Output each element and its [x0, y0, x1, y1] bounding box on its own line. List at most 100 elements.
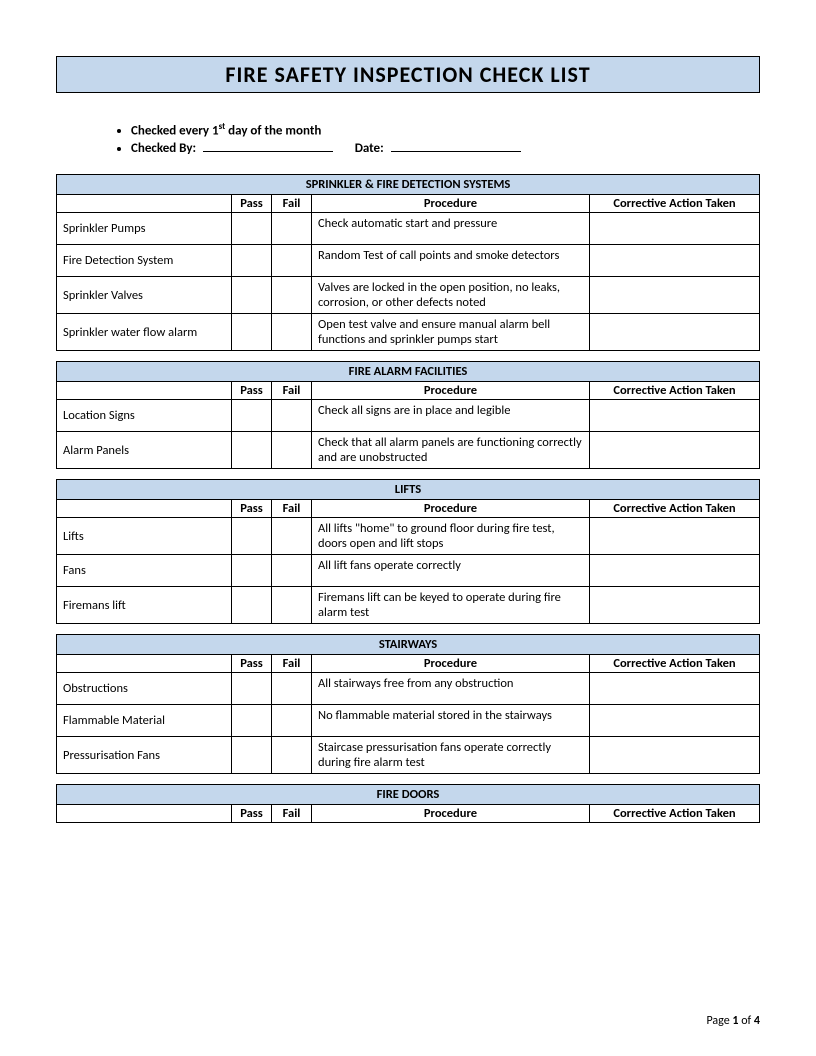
schedule-text-pre: Checked every 1	[131, 123, 219, 138]
schedule-text-post: day of the month	[225, 123, 321, 138]
col-header-action: Corrective Action Taken	[590, 655, 760, 673]
col-header-pass: Pass	[232, 500, 272, 518]
col-header-pass: Pass	[232, 655, 272, 673]
item-cell: Sprinkler water flow alarm	[57, 314, 232, 351]
fail-cell[interactable]	[272, 432, 312, 469]
action-cell[interactable]	[589, 277, 759, 314]
procedure-cell: Firemans lift can be keyed to operate du…	[312, 587, 590, 624]
fail-cell[interactable]	[272, 400, 312, 432]
table-row: Fire Detection System Random Test of call…	[57, 245, 760, 277]
col-header-procedure: Procedure	[312, 195, 590, 213]
procedure-cell: Open test valve and ensure manual alarm …	[312, 314, 590, 351]
table-row: Sprinkler water flow alarm Open test valv…	[57, 314, 760, 351]
fail-cell[interactable]	[272, 245, 312, 277]
action-cell[interactable]	[589, 587, 759, 624]
section-title: SPRINKLER & FIRE DETECTION SYSTEMS	[57, 175, 760, 195]
pass-cell[interactable]	[232, 587, 272, 624]
action-cell[interactable]	[589, 245, 759, 277]
action-cell[interactable]	[590, 737, 760, 774]
table-row: Location Signs Check all signs are in pla…	[57, 400, 760, 432]
col-header-action: Corrective Action Taken	[590, 382, 760, 400]
checked-by-field[interactable]	[203, 140, 333, 152]
col-header-action: Corrective Action Taken	[589, 500, 759, 518]
info-bullets: Checked every 1st day of the month Check…	[56, 121, 760, 156]
item-cell: Fire Detection System	[57, 245, 232, 277]
date-label: Date:	[355, 141, 384, 156]
pass-cell[interactable]	[232, 705, 272, 737]
table-row: LiftsAll lifts "home" to ground floor du…	[57, 518, 760, 555]
action-cell[interactable]	[590, 673, 760, 705]
fail-cell[interactable]	[272, 587, 312, 624]
procedure-cell: All lift fans operate correctly	[312, 555, 590, 587]
section-title: LIFTS	[57, 480, 760, 500]
pass-cell[interactable]	[232, 277, 272, 314]
action-cell[interactable]	[590, 705, 760, 737]
pass-cell[interactable]	[232, 673, 272, 705]
procedure-cell: Random Test of call points and smoke det…	[312, 245, 590, 277]
col-header-action: Corrective Action Taken	[589, 195, 759, 213]
item-cell: Obstructions	[57, 673, 232, 705]
table-row: Obstructions All stairways free from any …	[57, 673, 760, 705]
pass-cell[interactable]	[232, 518, 272, 555]
col-header-procedure: Procedure	[312, 500, 590, 518]
col-header-action: Corrective Action Taken	[589, 805, 759, 823]
col-header-item	[57, 655, 232, 673]
col-header-pass: Pass	[232, 805, 272, 823]
fail-cell[interactable]	[272, 737, 312, 774]
procedure-cell: Staircase pressurisation fans operate co…	[312, 737, 590, 774]
action-cell[interactable]	[590, 400, 760, 432]
procedure-cell: Check automatic start and pressure	[312, 213, 590, 245]
footer-pre: Page	[706, 1014, 732, 1028]
page-footer: Page 1 of 4	[706, 1014, 760, 1028]
pass-cell[interactable]	[232, 213, 272, 245]
table-row: FansAll lift fans operate correctly	[57, 555, 760, 587]
action-cell[interactable]	[590, 432, 760, 469]
fail-cell[interactable]	[272, 555, 312, 587]
fail-cell[interactable]	[272, 314, 312, 351]
action-cell[interactable]	[589, 555, 759, 587]
section-title: FIRE ALARM FACILITIES	[57, 362, 760, 382]
procedure-cell: All stairways free from any obstruction	[312, 673, 590, 705]
col-header-item	[57, 382, 232, 400]
bullet-schedule: Checked every 1st day of the month	[131, 121, 760, 138]
fail-cell[interactable]	[272, 705, 312, 737]
table-row: Sprinkler PumpsCheck automatic start and…	[57, 213, 760, 245]
date-field[interactable]	[391, 140, 521, 152]
checklist-table: FIRE DOORS PassFailProcedureCorrective A…	[56, 784, 760, 823]
col-header-fail: Fail	[272, 655, 312, 673]
checklist-table: LIFTS PassFailProcedureCorrective Action…	[56, 479, 760, 624]
section-title: FIRE DOORS	[57, 785, 760, 805]
col-header-item	[57, 500, 232, 518]
table-row: Flammable MaterialNo flammable material …	[57, 705, 760, 737]
pass-cell[interactable]	[232, 555, 272, 587]
pass-cell[interactable]	[232, 400, 272, 432]
fail-cell[interactable]	[272, 277, 312, 314]
footer-mid: of	[738, 1014, 753, 1028]
action-cell[interactable]	[589, 314, 759, 351]
fail-cell[interactable]	[272, 518, 312, 555]
pass-cell[interactable]	[232, 245, 272, 277]
table-row: Alarm PanelsCheck that all alarm panels …	[57, 432, 760, 469]
bullet-checked-by: Checked By: Date:	[131, 140, 760, 156]
col-header-procedure: Procedure	[312, 382, 590, 400]
checked-by-label: Checked By:	[131, 141, 196, 156]
col-header-procedure: Procedure	[312, 805, 590, 823]
pass-cell[interactable]	[232, 314, 272, 351]
fail-cell[interactable]	[272, 213, 312, 245]
action-cell[interactable]	[589, 518, 759, 555]
action-cell[interactable]	[589, 213, 759, 245]
col-header-item	[57, 805, 232, 823]
page-title: FIRE SAFETY INSPECTION CHECK LIST	[56, 56, 760, 93]
pass-cell[interactable]	[232, 737, 272, 774]
table-row: Pressurisation Fans Staircase pressurisat…	[57, 737, 760, 774]
checklist-table: STAIRWAYS PassFailProcedureCorrective Ac…	[56, 634, 760, 774]
item-cell: Location Signs	[57, 400, 232, 432]
item-cell: Pressurisation Fans	[57, 737, 232, 774]
table-row: Sprinkler ValvesValves are locked in the…	[57, 277, 760, 314]
col-header-pass: Pass	[232, 382, 272, 400]
pass-cell[interactable]	[232, 432, 272, 469]
fail-cell[interactable]	[272, 673, 312, 705]
procedure-cell: Check all signs are in place and legible	[312, 400, 590, 432]
col-header-pass: Pass	[232, 195, 272, 213]
col-header-fail: Fail	[272, 805, 312, 823]
